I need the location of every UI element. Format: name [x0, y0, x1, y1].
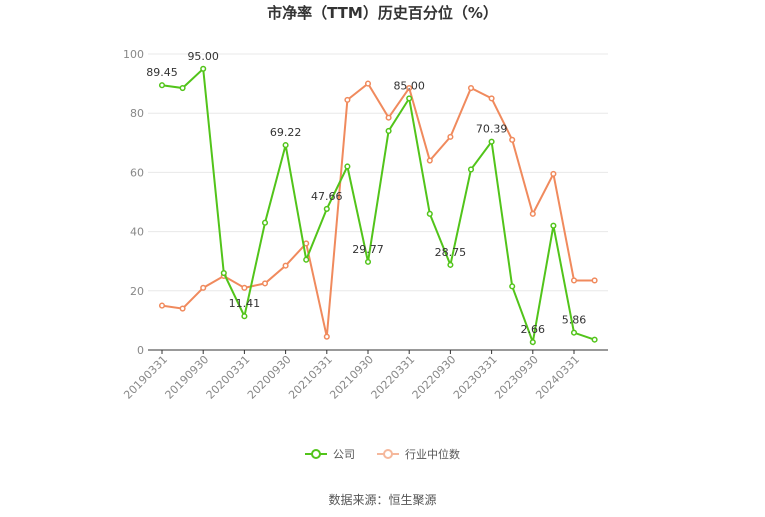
x-tick-label: 20200930	[245, 353, 294, 402]
series-line	[161, 82, 595, 337]
legend-label-company: 公司	[333, 448, 355, 461]
legend-label-industry-median: 行业中位数	[405, 448, 460, 461]
legend-marker-company	[305, 449, 327, 459]
data-label: 28.75	[435, 246, 467, 259]
data-point	[570, 329, 578, 336]
axes: 0 20 40 60 80 100 2019033120190930202003312020…	[121, 48, 608, 402]
data-point	[426, 210, 433, 217]
data-point	[179, 84, 186, 92]
chart-title: 市净率（TTM）历史百分位（%）	[267, 4, 498, 22]
data-label: 47.66	[311, 190, 343, 203]
data-point	[591, 336, 598, 343]
data-point	[200, 284, 207, 291]
x-tick-label: 20210930	[327, 353, 376, 402]
data-point	[344, 163, 351, 170]
data-point	[467, 84, 475, 92]
x-tick-label: 20210331	[286, 353, 335, 402]
legend-marker-industry-median	[377, 449, 399, 459]
data-label: 11.41	[229, 297, 261, 310]
data-point	[158, 82, 166, 89]
data-point	[385, 127, 392, 135]
x-tick-label: 20190930	[163, 353, 212, 402]
data-point	[364, 80, 372, 87]
data-point	[282, 262, 289, 269]
y-tick-label: 100	[123, 48, 144, 61]
data-label: 29.77	[352, 243, 384, 256]
legend-item-company[interactable]: 公司	[305, 446, 355, 462]
data-point	[200, 65, 207, 72]
data-point	[406, 95, 413, 102]
x-tick-label: 20200331	[204, 353, 253, 402]
y-tick-label: 80	[130, 107, 144, 120]
data-point	[241, 284, 248, 291]
x-tick-label: 20230930	[492, 353, 541, 402]
x-tick-label: 20190331	[121, 353, 170, 402]
data-point	[303, 256, 310, 263]
data-point	[488, 138, 495, 145]
data-label: 95.00	[187, 50, 219, 63]
grid-lines	[148, 53, 608, 292]
data-point	[467, 166, 475, 173]
source-note: 数据来源：恒生聚源	[328, 493, 437, 507]
data-point	[220, 269, 227, 277]
data-point	[158, 302, 166, 309]
data-point	[488, 95, 495, 102]
data-point	[509, 136, 516, 143]
x-tick-label: 20230331	[451, 353, 500, 402]
data-point	[261, 280, 269, 287]
x-tick-label: 20220930	[410, 353, 459, 402]
data-point	[385, 114, 392, 121]
data-point	[529, 339, 536, 346]
legend-item-industry-median[interactable]: 行业中位数	[377, 446, 460, 462]
data-point	[550, 170, 557, 177]
data-point	[509, 283, 516, 290]
legend: 公司 行业中位数	[0, 446, 765, 462]
data-point	[303, 240, 310, 247]
data-point	[447, 261, 454, 268]
series-lines	[158, 65, 598, 346]
data-point	[447, 133, 454, 140]
data-point	[364, 258, 372, 265]
data-labels: 89.45 95.00 11.41 69.22 47.66 29.77 85.00 28.75…	[146, 50, 586, 336]
series-line	[161, 66, 595, 346]
data-point	[550, 222, 557, 229]
y-tick-label: 40	[130, 226, 144, 239]
data-point	[241, 313, 248, 320]
data-point	[344, 96, 351, 103]
data-label: 85.00	[393, 79, 425, 92]
data-point	[179, 305, 186, 312]
data-point	[323, 205, 330, 212]
data-label: 89.45	[146, 66, 178, 79]
data-label: 69.22	[270, 126, 302, 139]
data-point	[529, 210, 536, 217]
data-label: 2.66	[521, 323, 546, 336]
data-label: 5.86	[562, 314, 587, 327]
data-point	[282, 142, 289, 149]
data-point	[261, 219, 269, 226]
data-point	[570, 277, 578, 284]
x-tick-label: 20240331	[533, 353, 582, 402]
y-tick-label: 60	[130, 166, 144, 179]
data-label: 70.39	[476, 123, 508, 136]
y-tick-label: 0	[137, 344, 144, 357]
y-tick-label: 20	[130, 285, 144, 298]
data-point	[426, 157, 433, 164]
x-tick-label: 20220331	[369, 353, 418, 402]
data-point	[591, 277, 598, 284]
data-point	[406, 84, 413, 92]
data-point	[323, 333, 330, 340]
